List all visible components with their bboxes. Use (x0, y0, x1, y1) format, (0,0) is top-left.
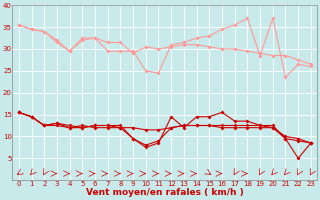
X-axis label: Vent moyen/en rafales ( km/h ): Vent moyen/en rafales ( km/h ) (86, 188, 244, 197)
